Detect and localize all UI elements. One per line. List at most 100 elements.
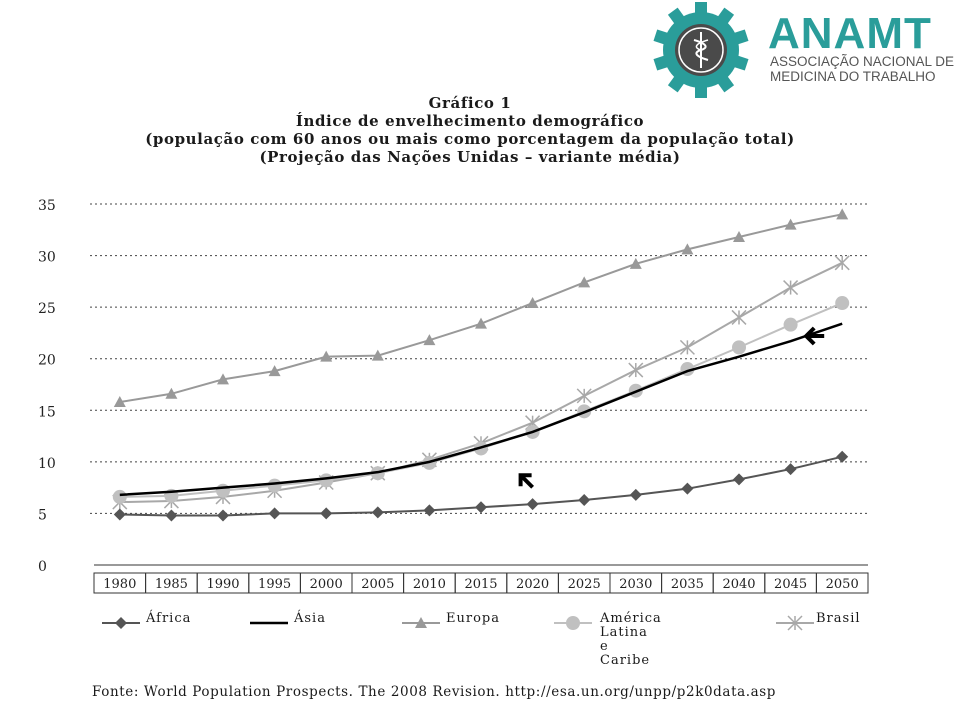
x-tick-label: 1990 (206, 577, 239, 592)
chart-title-block: Gráfico 1 Índice de envelhecimento demog… (0, 94, 940, 166)
data-point (268, 507, 281, 520)
legend-marker (115, 617, 127, 629)
data-point (576, 388, 592, 404)
legend-label: Ásia (294, 611, 326, 626)
data-point (320, 507, 333, 520)
legend-swatch (776, 615, 814, 631)
logo-acronym: ANAMT (768, 9, 932, 58)
data-point (475, 317, 487, 329)
y-tick-label: 0 (38, 559, 47, 575)
y-tick-label: 35 (38, 198, 56, 214)
legend-marker (415, 617, 427, 628)
y-tick-label: 10 (38, 456, 56, 472)
legend-swatch (554, 616, 592, 630)
y-tick-label: 30 (38, 250, 56, 266)
series-ásia (119, 322, 843, 497)
x-tick-label: 2035 (671, 577, 704, 592)
y-tick-label: 15 (38, 404, 56, 420)
x-tick-label: 2010 (413, 577, 446, 592)
data-point (733, 473, 745, 486)
legend-swatch (250, 621, 288, 625)
data-point (732, 340, 746, 355)
data-point (217, 373, 229, 385)
data-point (112, 489, 127, 504)
data-point (733, 231, 745, 243)
y-tick-label: 5 (38, 507, 47, 523)
x-tick-label: 2030 (619, 577, 652, 592)
data-point (836, 208, 849, 220)
data-point (783, 317, 798, 332)
x-tick-label: 2025 (568, 577, 601, 592)
data-point (165, 387, 178, 399)
data-point (629, 488, 642, 501)
chart-subtitle-1: Índice de envelhecimento demográfico (295, 112, 645, 130)
series-line (119, 302, 843, 498)
x-tick-label: 2020 (516, 577, 549, 592)
data-point (268, 365, 281, 377)
data-point (834, 255, 850, 271)
logo-line1: ASSOCIAÇÃO NACIONAL DE (770, 54, 954, 69)
data-point (783, 280, 799, 296)
x-tick-label: 2050 (826, 577, 859, 592)
y-tick-label: 25 (38, 301, 56, 317)
x-tick-label: 1985 (155, 577, 188, 592)
x-tick-label: 1995 (258, 577, 291, 592)
data-point (113, 396, 126, 408)
chart-subtitle-3: (Projeção das Nações Unidas – variante m… (259, 148, 681, 166)
data-point (320, 350, 333, 362)
x-tick-label: 2005 (361, 577, 394, 592)
y-tick-label: 20 (38, 353, 56, 369)
source-note: Fonte: World Population Prospects. The 2… (92, 684, 777, 700)
annotations (518, 326, 825, 489)
y-axis: 0 5 10 15 20 25 30 35 (38, 198, 56, 575)
data-point (681, 482, 694, 495)
data-point (267, 478, 282, 493)
data-point (423, 334, 436, 346)
x-tick-label: 2045 (774, 577, 807, 592)
data-point (784, 463, 797, 476)
chart-subtitle-2: (população com 60 anos ou mais como porc… (145, 130, 795, 148)
legend-label: Brasil (816, 611, 861, 626)
data-point (526, 498, 539, 511)
series-layer (112, 208, 850, 522)
legend-swatch (102, 617, 140, 629)
chart-legend: África Ásia Europa América Latina e Caribe B… (0, 611, 960, 668)
x-tick-label: 2000 (310, 577, 343, 592)
data-point (679, 339, 695, 355)
data-point (731, 309, 747, 325)
data-point (319, 473, 334, 488)
data-point (835, 296, 850, 311)
data-point (836, 450, 849, 463)
series-europa (113, 208, 849, 408)
series-line (119, 322, 843, 497)
x-tick-label: 1980 (103, 577, 136, 592)
data-point (165, 509, 178, 522)
data-point (629, 257, 642, 269)
legend-marker (566, 616, 580, 630)
data-point (681, 243, 694, 255)
data-point (216, 483, 230, 498)
legend-label: América Latina e Caribe (600, 611, 662, 668)
data-point (784, 218, 797, 230)
x-axis: 1980 1985 1990 1995 2000 2005 2010 2015 2020 2025… (93, 572, 869, 594)
x-tick-cell (815, 572, 869, 594)
data-point (578, 276, 591, 288)
data-point (371, 349, 384, 361)
series-áfrica (113, 450, 849, 522)
annotation-arrow (518, 473, 535, 489)
series-line (119, 213, 843, 404)
chart-title: Gráfico 1 (428, 94, 512, 112)
x-tick-label: 2040 (722, 577, 755, 592)
legend-label: Europa (446, 611, 500, 626)
data-point (578, 494, 591, 507)
data-point (423, 504, 436, 517)
data-point (371, 506, 384, 519)
legend-label: África (146, 611, 192, 626)
x-tick-label: 2015 (464, 577, 497, 592)
data-point (526, 297, 539, 309)
anamt-logo: ANAMT ASSOCIAÇÃO NACIONAL DE MEDICINA DO… (653, 2, 954, 98)
data-point (628, 362, 644, 378)
logo-line2: MEDICINA DO TRABALHO (770, 69, 936, 84)
legend-marker (787, 615, 803, 631)
